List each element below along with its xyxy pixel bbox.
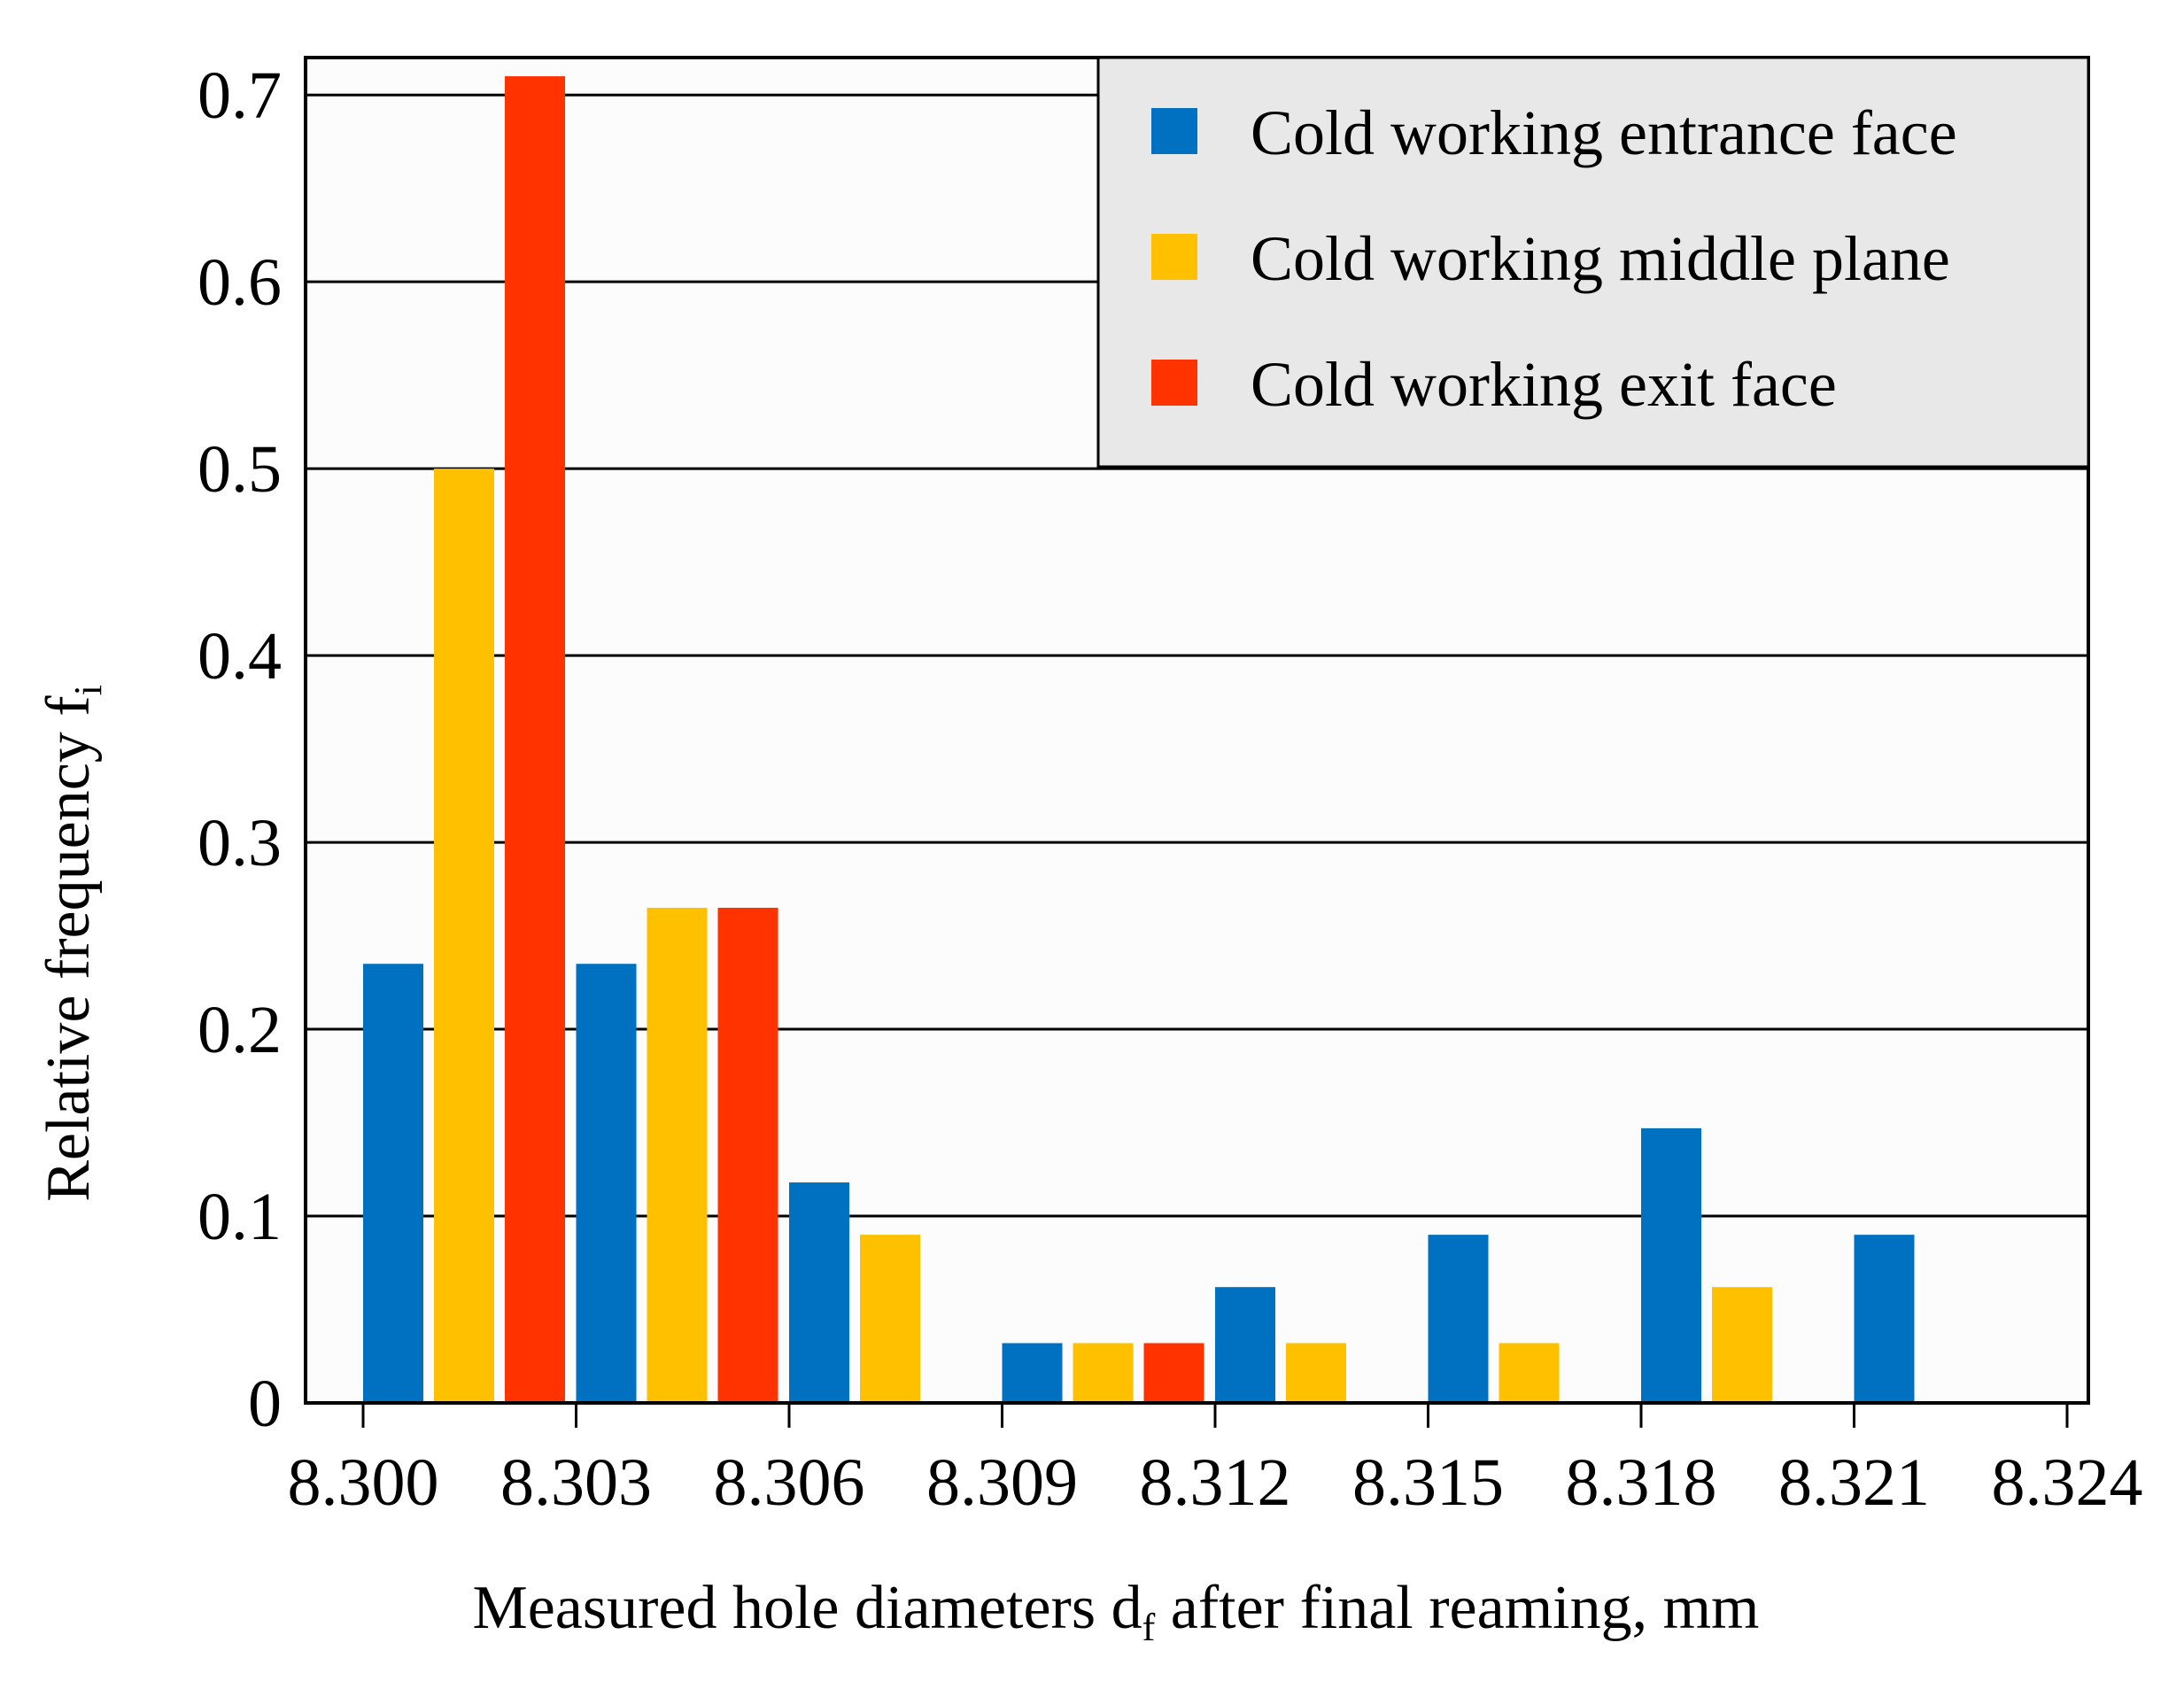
bar-series1-bin6 (1428, 1235, 1489, 1403)
bars (363, 76, 1915, 1404)
x-tick-label-8.300: 8.300 (288, 1445, 439, 1520)
legend: Cold working entrance face Cold working m… (1096, 56, 2090, 469)
bar-series1-bin8 (1854, 1235, 1915, 1403)
bar-series2-bin2 (647, 907, 708, 1403)
y-axis-label: Relative frequency fi (35, 685, 110, 1202)
x-axis-label: Measured hole diameters df after final r… (472, 1574, 1759, 1649)
x-tick-label-8.324: 8.324 (1992, 1445, 2143, 1520)
y-tick-labels: 0 0.1 0.2 0.3 0.4 0.5 0.6 0.7 (197, 58, 282, 1441)
legend-box (1096, 56, 2090, 469)
bar-series3-bin2 (717, 907, 778, 1403)
legend-label-2: Cold working middle plane (1251, 223, 1950, 294)
bar-series2-bin3 (860, 1235, 920, 1403)
y-tick-label-0.5: 0.5 (197, 432, 282, 507)
bar-series2-bin4 (1073, 1343, 1134, 1403)
x-tick-labels: 8.300 8.303 8.306 8.309 8.312 8.315 8.318 8.321… (288, 1445, 2143, 1520)
x-tick-label-8.321: 8.321 (1778, 1445, 1930, 1520)
y-tick-label-0.4: 0.4 (197, 619, 282, 693)
bar-series2-bin7 (1712, 1287, 1772, 1403)
bar-series2-bin5 (1286, 1343, 1346, 1403)
legend-swatch-2 (1151, 234, 1197, 280)
x-tick-label-8.303: 8.303 (500, 1445, 652, 1520)
y-tick-label-0.1: 0.1 (197, 1180, 282, 1254)
y-tick-label-0.3: 0.3 (197, 806, 282, 880)
y-tick-label-0.7: 0.7 (197, 58, 282, 133)
x-tick-label-8.318: 8.318 (1566, 1445, 1717, 1520)
legend-label-3: Cold working exit face (1251, 349, 1837, 420)
bar-series2-bin6 (1499, 1343, 1560, 1403)
bar-series1-bin2 (576, 964, 637, 1403)
y-tick-label-0.2: 0.2 (197, 993, 282, 1067)
x-tick-label-8.315: 8.315 (1352, 1445, 1504, 1520)
legend-swatch-1 (1151, 108, 1197, 154)
bar-series1-bin1 (363, 964, 423, 1403)
legend-swatch-3 (1151, 360, 1197, 406)
bar-series3-bin4 (1143, 1343, 1204, 1403)
bar-series2-bin1 (434, 469, 494, 1403)
x-tick-label-8.312: 8.312 (1140, 1445, 1291, 1520)
bar-series1-bin7 (1641, 1127, 1701, 1403)
bar-series1-bin4 (1002, 1343, 1063, 1403)
x-tick-label-8.306: 8.306 (714, 1445, 865, 1520)
y-tick-label-0: 0 (248, 1367, 282, 1441)
x-tick-label-8.309: 8.309 (926, 1445, 1078, 1520)
bar-series3-bin1 (505, 76, 565, 1404)
y-tick-label-0.6: 0.6 (197, 245, 282, 320)
legend-label-1: Cold working entrance face (1251, 97, 1957, 168)
bar-series1-bin5 (1215, 1287, 1275, 1403)
bar-series1-bin3 (789, 1182, 849, 1403)
